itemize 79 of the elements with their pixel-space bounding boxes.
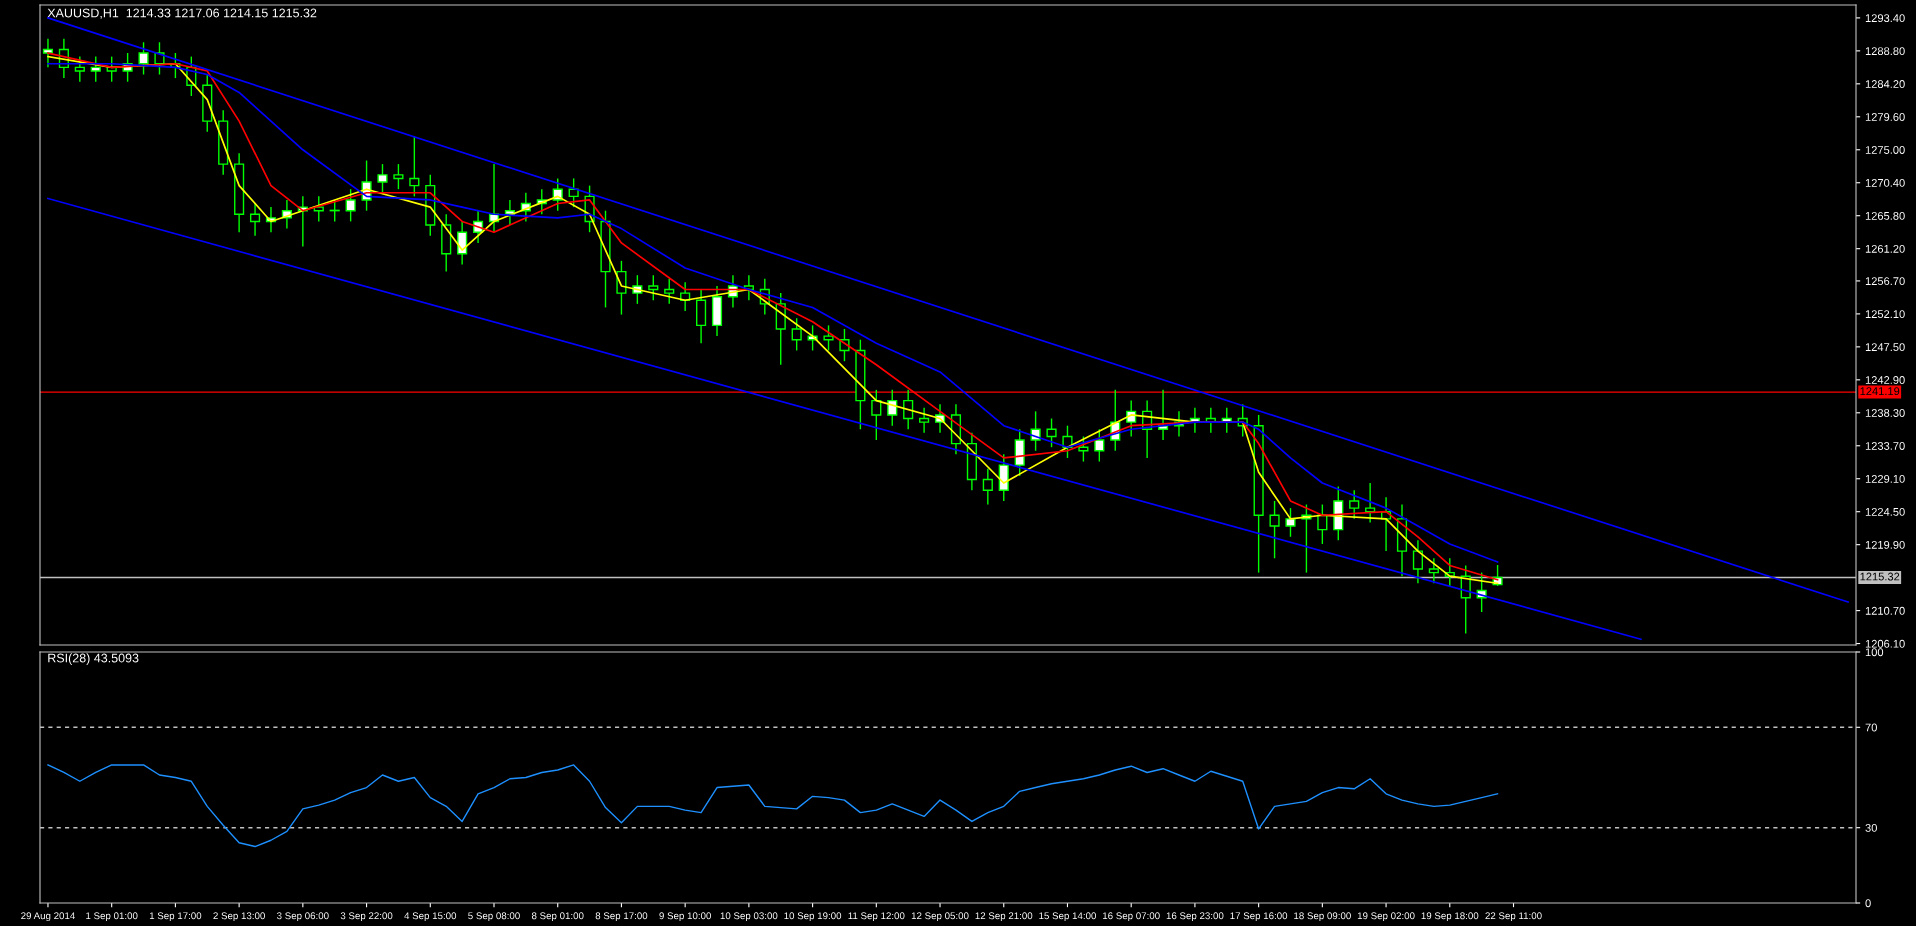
- candlestick: [457, 220, 468, 266]
- x-tick-label: 1 Sep 01:00: [86, 912, 138, 922]
- y-tick-label: 1224.50: [1865, 507, 1905, 516]
- candlestick: [1349, 489, 1360, 520]
- x-tick-label: 3 Sep 06:00: [277, 912, 329, 922]
- y-tick-label: 0: [1865, 899, 1871, 908]
- candlestick: [1046, 417, 1057, 448]
- x-tick-label: 22 Sep 11:00: [1485, 912, 1542, 922]
- candlestick: [154, 41, 165, 76]
- y-tick-label: 1206.10: [1865, 639, 1905, 648]
- x-tick-label: 1 Sep 17:00: [149, 912, 202, 922]
- chart-title: XAUUSD,H1 1214.33 1217.06 1214.15 1215.32: [47, 8, 317, 19]
- x-tick-label: 12 Sep 21:00: [975, 912, 1033, 922]
- y-tick-label: 1270.40: [1865, 179, 1905, 187]
- y-tick-label: 1210.70: [1865, 606, 1905, 615]
- y-tick-label: 30: [1865, 823, 1877, 832]
- y-tick-label: 1238.30: [1865, 409, 1905, 417]
- y-tick-label: 1229.10: [1865, 475, 1905, 483]
- candlestick: [568, 177, 579, 208]
- x-tick-label: 2 Sep 13:00: [213, 912, 265, 922]
- y-tick-label: 1219.90: [1865, 540, 1905, 549]
- candlestick: [982, 468, 993, 506]
- candlestick: [664, 278, 675, 305]
- y-tick-label: 1275.00: [1865, 146, 1905, 154]
- candlestick: [90, 55, 101, 83]
- y-tick-label: 1265.80: [1865, 211, 1905, 220]
- candlestick: [1285, 507, 1296, 538]
- candlestick: [1094, 428, 1105, 463]
- y-tick-label: 1233.70: [1865, 442, 1905, 450]
- x-tick-label: 19 Sep 18:00: [1421, 912, 1479, 922]
- candlestick: [138, 41, 149, 76]
- x-tick-label: 11 Sep 12:00: [848, 912, 905, 922]
- x-tick-label: 4 Sep 15:00: [404, 912, 457, 922]
- candlestick: [1365, 482, 1376, 524]
- x-tick-label: 16 Sep 07:00: [1103, 912, 1160, 922]
- x-tick-label: 19 Sep 02:00: [1357, 912, 1415, 922]
- x-tick-label: 9 Sep 10:00: [659, 912, 711, 922]
- x-tick-label: 10 Sep 03:00: [720, 912, 778, 922]
- x-tick-label: 29 Aug 2014: [21, 912, 75, 922]
- y-tick-label: 100: [1865, 648, 1884, 657]
- y-tick-label: 1247.50: [1865, 343, 1905, 351]
- y-tick-label: 1293.40: [1865, 14, 1905, 23]
- candlestick: [823, 324, 834, 352]
- x-tick-label: 8 Sep 01:00: [531, 912, 584, 922]
- candlestick: [616, 260, 627, 316]
- candlestick: [791, 317, 802, 352]
- x-tick-label: 18 Sep 09:00: [1294, 912, 1351, 922]
- y-tick-label: 70: [1865, 723, 1877, 732]
- candlestick: [887, 389, 898, 427]
- y-tick-label: 1261.20: [1865, 244, 1905, 253]
- candlestick: [249, 202, 261, 237]
- x-tick-label: 3 Sep 22:00: [340, 912, 393, 922]
- x-tick-label: 12 Sep 05:00: [911, 912, 969, 922]
- y-tick-label: 1256.70: [1865, 277, 1905, 286]
- candlestick: [393, 163, 404, 190]
- x-tick-label: 8 Sep 17:00: [595, 912, 648, 922]
- candlestick: [409, 135, 420, 198]
- candlestick: [1412, 539, 1424, 585]
- candlestick: [919, 407, 930, 434]
- x-tick-label: 5 Sep 08:00: [468, 912, 520, 922]
- x-tick-label: 17 Sep 16:00: [1230, 912, 1288, 922]
- y-tick-label: 1279.60: [1865, 113, 1905, 121]
- ref-line-label: 1215.32: [1860, 572, 1900, 581]
- line-series: [47, 764, 1499, 848]
- y-tick-label: 1288.80: [1865, 47, 1905, 55]
- x-tick-label: 10 Sep 19:00: [784, 912, 842, 922]
- candlestick: [74, 55, 85, 83]
- y-tick-label: 1252.10: [1865, 310, 1905, 319]
- candlestick: [377, 163, 388, 194]
- x-tick-label: 15 Sep 14:00: [1039, 912, 1097, 922]
- candlestick: [871, 389, 882, 441]
- y-tick-label: 1242.90: [1865, 376, 1905, 384]
- ref-line-label: 1241.19: [1860, 387, 1900, 396]
- x-tick-label: 16 Sep 23:00: [1166, 912, 1224, 922]
- candlestick: [1269, 500, 1280, 559]
- chart-title: RSI(28) 43.5093: [48, 653, 139, 665]
- y-tick-label: 1284.20: [1865, 80, 1905, 88]
- candlestick: [648, 274, 659, 301]
- candlestick: [345, 188, 356, 223]
